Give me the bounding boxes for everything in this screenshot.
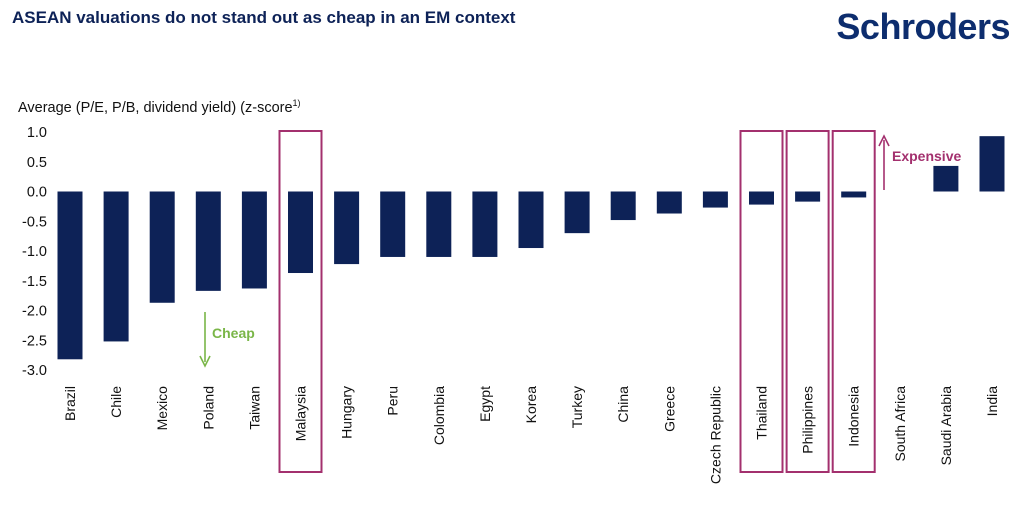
bar-brazil bbox=[57, 191, 83, 360]
bar-india bbox=[979, 136, 1005, 192]
y-tick-label: -1.5 bbox=[22, 274, 47, 290]
bar-china bbox=[610, 191, 636, 221]
y-tick-label: 0.5 bbox=[27, 155, 47, 171]
bar-indonesia bbox=[841, 191, 867, 198]
bar-malaysia bbox=[288, 191, 313, 274]
bar-philippines bbox=[795, 191, 821, 202]
schroders-logo: Schroders bbox=[836, 6, 1010, 47]
bar-turkey bbox=[564, 191, 590, 234]
x-tick-label: South Africa bbox=[892, 386, 908, 462]
x-tick-label: Hungary bbox=[339, 386, 355, 439]
chart-title: ASEAN valuations do not stand out as che… bbox=[12, 8, 516, 27]
bar-greece bbox=[656, 191, 682, 214]
y-tick-label: -2.5 bbox=[22, 333, 47, 349]
cheap-arrow-head bbox=[199, 355, 211, 368]
x-tick-label: Philippines bbox=[800, 386, 816, 454]
expensive-arrow-head bbox=[878, 134, 890, 147]
highlight-box-philippines bbox=[785, 130, 830, 473]
bar-thailand bbox=[749, 191, 774, 205]
y-tick-label: -3.0 bbox=[22, 363, 47, 379]
bar-korea bbox=[518, 191, 544, 249]
x-tick-label: Poland bbox=[200, 386, 216, 430]
y-axis-label-text: Average (P/E, P/B, dividend yield) (z-sc… bbox=[18, 99, 293, 116]
x-tick-label: China bbox=[615, 386, 631, 423]
y-axis-label-footnote: 1) bbox=[292, 98, 301, 108]
bar-egypt bbox=[472, 191, 498, 257]
y-axis-label: Average (P/E, P/B, dividend yield) (z-sc… bbox=[18, 98, 301, 116]
bar-colombia bbox=[426, 191, 452, 257]
highlight-box-thailand bbox=[739, 130, 784, 473]
x-tick-label: Brazil bbox=[62, 386, 78, 421]
x-tick-label: Chile bbox=[108, 386, 124, 418]
expensive-annotation: Expensive bbox=[892, 148, 961, 164]
y-tick-label: -1.0 bbox=[22, 244, 47, 260]
x-tick-label: Turkey bbox=[569, 386, 585, 428]
y-tick-label: -0.5 bbox=[22, 214, 47, 230]
y-tick-label: 0.0 bbox=[27, 185, 47, 201]
x-tick-label: Greece bbox=[661, 386, 677, 432]
bar-mexico bbox=[149, 191, 175, 303]
x-tick-label: Korea bbox=[523, 386, 539, 424]
x-tick-label: Indonesia bbox=[846, 386, 862, 447]
bar-taiwan bbox=[241, 191, 267, 289]
x-tick-label: Peru bbox=[385, 386, 401, 416]
x-tick-label: Malaysia bbox=[293, 386, 309, 441]
x-tick-label: Mexico bbox=[154, 386, 170, 431]
highlight-box-indonesia bbox=[831, 130, 876, 473]
highlight-box-malaysia bbox=[278, 130, 323, 473]
bar-peru bbox=[380, 191, 406, 257]
bar-chile bbox=[103, 191, 129, 342]
bar-saudi-arabia bbox=[933, 165, 959, 192]
bar-poland bbox=[195, 191, 221, 291]
x-tick-label: Thailand bbox=[754, 386, 770, 440]
x-tick-label: Saudi Arabia bbox=[938, 386, 954, 466]
x-tick-label: Egypt bbox=[477, 386, 493, 422]
bar-czech-republic bbox=[702, 191, 728, 208]
y-tick-label: 1.0 bbox=[27, 125, 47, 141]
bar-hungary bbox=[334, 191, 360, 265]
x-tick-label: Colombia bbox=[431, 386, 447, 445]
x-tick-label: India bbox=[984, 386, 1000, 417]
y-tick-label: -2.0 bbox=[22, 304, 47, 320]
x-tick-label: Czech Republic bbox=[707, 386, 723, 484]
cheap-annotation: Cheap bbox=[212, 325, 255, 341]
x-tick-label: Taiwan bbox=[246, 386, 262, 430]
